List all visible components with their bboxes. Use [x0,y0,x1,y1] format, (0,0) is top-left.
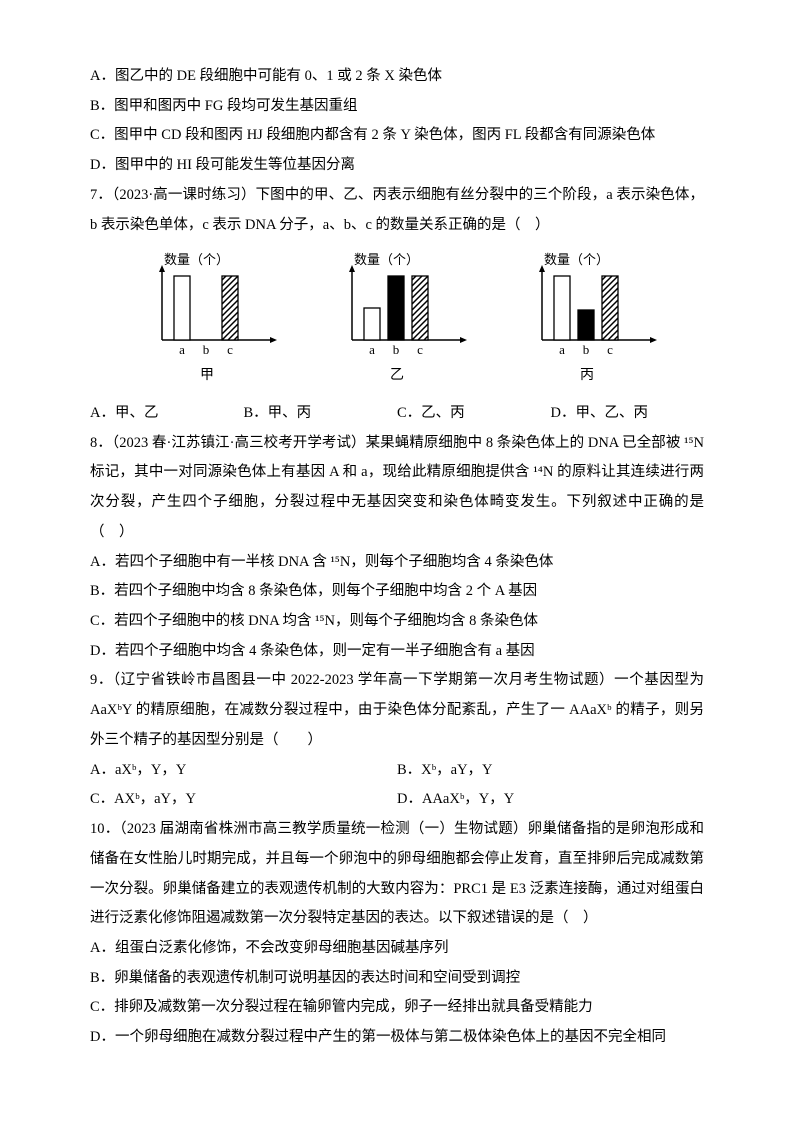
q6-opt-d: D．图甲中的 HI 段可能发生等位基因分离 [90,151,704,181]
q9-opt-d: D．AAaXᵇ，Y，Y [397,785,704,815]
svg-text:c: c [607,342,613,357]
q10-stem: 10．（2023 届湖南省株洲市高三教学质量统一检测（一）生物试题）卵巢储备指的… [90,815,704,934]
q10-opt-a: A．组蛋白泛素化修饰，不会改变卵母细胞基因碱基序列 [90,934,704,964]
q6-opt-b: B．图甲和图丙中 FG 段均可发生基因重组 [90,92,704,122]
chart-yi-caption: 乙 [322,362,472,391]
svg-text:数量（个）: 数量（个） [164,252,229,267]
q7-opt-a: A．甲、乙 [90,399,244,429]
q7-choices: A．甲、乙 B．甲、丙 C．乙、丙 D．甲、乙、丙 [90,399,704,429]
q10-opt-d: D．一个卵母细胞在减数分裂过程中产生的第一极体与第二极体染色体上的基因不完全相同 [90,1023,704,1053]
chart-bing-caption: 丙 [512,362,662,391]
charts-row: 数量（个） a b c 甲 数量（个） a b c 乙 数量（个） a b c 丙 [90,250,704,391]
q6-opt-c: C．图甲中 CD 段和图丙 HJ 段细胞内都含有 2 条 Y 染色体，图丙 FL… [90,121,704,151]
q8-opt-d: D．若四个子细胞中均含 4 条染色体，则一定有一半子细胞含有 a 基因 [90,637,704,667]
svg-text:数量（个）: 数量（个） [354,252,419,267]
q8-opt-b: B．若四个子细胞中均含 8 条染色体，则每个子细胞中均含 2 个 A 基因 [90,577,704,607]
chart-jia-caption: 甲 [132,362,282,391]
q8-stem: 8．（2023 春·江苏镇江·高三校考开学考试）某果蝇精原细胞中 8 条染色体上… [90,429,704,548]
q6-opt-a: A．图乙中的 DE 段细胞中可能有 0、1 或 2 条 X 染色体 [90,62,704,92]
chart-jia-svg: 数量（个） a b c [132,250,282,360]
q9-opt-c: C．AXᵇ，aY，Y [90,785,397,815]
q10-opt-c: C．排卵及减数第一次分裂过程在输卵管内完成，卵子一经排出就具备受精能力 [90,993,704,1023]
svg-text:a: a [369,342,375,357]
q9-choices-row1: A．aXᵇ，Y，Y B．Xᵇ，aY，Y [90,756,704,786]
chart-jia: 数量（个） a b c 甲 [132,250,282,391]
q9-opt-a: A．aXᵇ，Y，Y [90,756,397,786]
q8-opt-c: C．若四个子细胞中的核 DNA 均含 ¹⁵N，则每个子细胞均含 8 条染色体 [90,607,704,637]
chart-yi: 数量（个） a b c 乙 [322,250,472,391]
q10-opt-b: B．卵巢储备的表观遗传机制可说明基因的表达时间和空间受到调控 [90,964,704,994]
svg-text:数量（个）: 数量（个） [544,252,609,267]
svg-text:a: a [179,342,185,357]
chart-bing-svg: 数量（个） a b c [512,250,662,360]
q9-choices-row2: C．AXᵇ，aY，Y D．AAaXᵇ，Y，Y [90,785,704,815]
chart-yi-svg: 数量（个） a b c [322,250,472,360]
q9-stem: 9．（辽宁省铁岭市昌图县一中 2022-2023 学年高一下学期第一次月考生物试… [90,666,704,755]
svg-text:b: b [583,342,590,357]
q7-stem: 7．（2023·高一课时练习）下图中的甲、乙、丙表示细胞有丝分裂中的三个阶段，a… [90,181,704,240]
q9-opt-b: B．Xᵇ，aY，Y [397,756,704,786]
svg-text:c: c [227,342,233,357]
svg-text:c: c [417,342,423,357]
q7-opt-d: D．甲、乙、丙 [551,399,705,429]
page: A．图乙中的 DE 段细胞中可能有 0、1 或 2 条 X 染色体 B．图甲和图… [0,0,794,1113]
q7-opt-c: C．乙、丙 [397,399,551,429]
q8-opt-a: A．若四个子细胞中有一半核 DNA 含 ¹⁵N，则每个子细胞均含 4 条染色体 [90,548,704,578]
svg-text:b: b [393,342,400,357]
chart-bing: 数量（个） a b c 丙 [512,250,662,391]
q7-opt-b: B．甲、丙 [244,399,398,429]
svg-text:a: a [559,342,565,357]
svg-text:b: b [203,342,210,357]
